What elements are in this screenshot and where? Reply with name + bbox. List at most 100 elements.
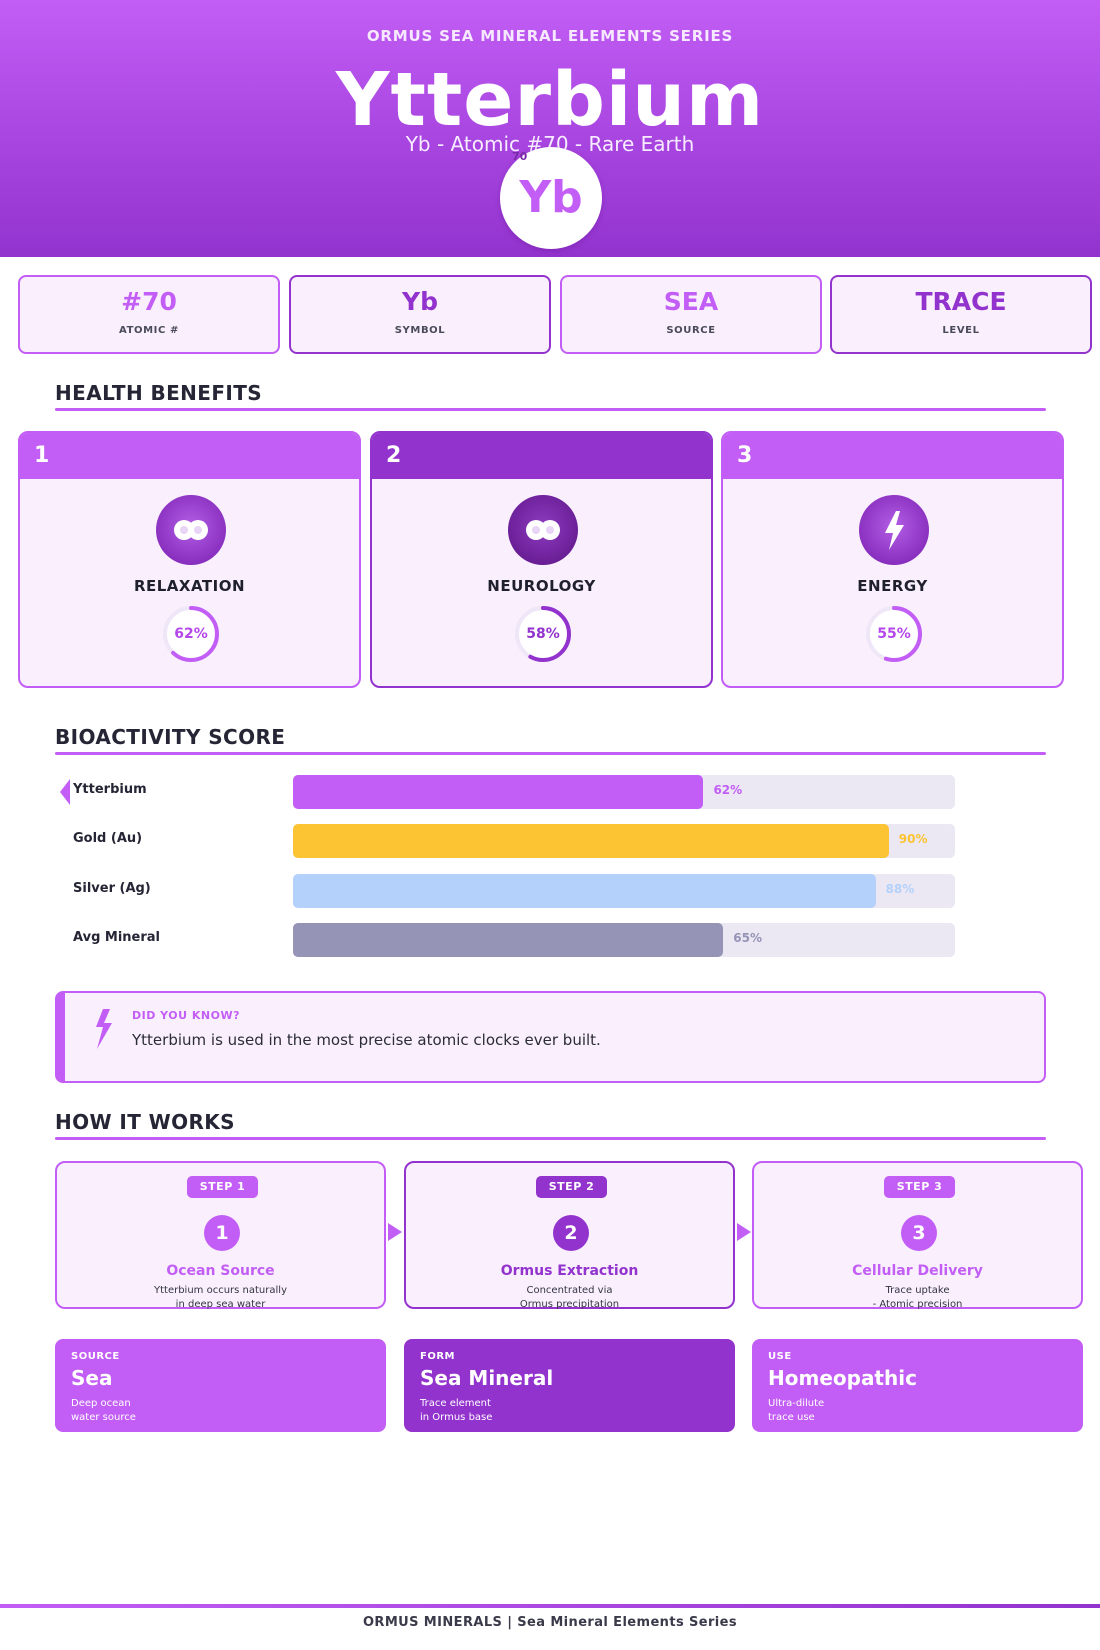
stat-card-atomic: #70 ATOMIC #	[18, 275, 280, 354]
bar-fill	[293, 923, 724, 957]
step-description-line: - Atomic precision	[872, 1299, 963, 1310]
benefit-percent: 62%	[174, 626, 208, 642]
step-description-line: Concentrated via	[526, 1285, 613, 1296]
step-card-1: STEP 1 1 Ocean Source Ytterbium occurs n…	[55, 1161, 386, 1312]
stat-value: Yb	[402, 287, 438, 316]
benefit-card-relaxation: 1 RELAXATION 62%	[18, 431, 361, 688]
symbol-badge: Yb	[500, 147, 602, 249]
tile-label: USE	[768, 1351, 792, 1362]
bar-row-silver: Silver (Ag) 88%	[55, 874, 955, 908]
health-benefits-heading: HEALTH BENEFITS	[55, 381, 263, 405]
tile-description: Deep ocean water source	[71, 1398, 136, 1423]
benefit-progress-ring: 58%	[509, 600, 577, 668]
tile-description: Ultra-dilute trace use	[768, 1398, 825, 1423]
step-number: 2	[553, 1215, 589, 1251]
bar-fill	[293, 874, 876, 908]
step-title: Ormus Extraction	[500, 1263, 639, 1279]
benefit-card-energy: 3 ENERGY 55%	[721, 431, 1064, 688]
tile-description: Trace element in Ormus base	[420, 1398, 493, 1423]
bar-row-avg-mineral: Avg Mineral 65%	[55, 923, 955, 957]
step-number: 3	[901, 1215, 937, 1251]
tile-label: FORM	[420, 1351, 455, 1362]
footer-divider	[0, 1604, 1100, 1608]
lightning-icon	[859, 495, 929, 565]
arrow-right-icon	[737, 1223, 751, 1241]
benefit-title: RELAXATION	[133, 577, 246, 595]
stat-card-symbol: Yb SYMBOL	[289, 275, 551, 354]
bar-track: 62%	[293, 775, 955, 809]
infinity-icon	[156, 495, 226, 565]
bar-value-label: 62%	[713, 783, 743, 797]
benefit-percent: 55%	[877, 626, 911, 642]
benefit-title: NEUROLOGY	[487, 577, 596, 595]
bar-fill	[293, 775, 704, 809]
step-description-line: Ytterbium occurs naturally	[154, 1285, 287, 1296]
step-pill: STEP 2	[536, 1176, 607, 1198]
bar-value-label: 65%	[733, 931, 763, 945]
info-tile-form: FORM Sea Mineral Trace element in Ormus …	[404, 1339, 735, 1432]
step-card-2: STEP 2 2 Ormus Extraction Concentrated v…	[404, 1161, 735, 1312]
info-tile-use: USE Homeopathic Ultra-dilute trace use	[752, 1339, 1083, 1432]
tile-value: Sea Mineral	[420, 1366, 554, 1390]
benefit-card-neurology: 2 NEUROLOGY 58%	[370, 431, 713, 688]
did-you-know-callout: DID YOU KNOW? Ytterbium is used in the m…	[55, 991, 1046, 1083]
current-element-pointer	[60, 779, 70, 805]
infinity-icon	[508, 495, 578, 565]
benefit-title: ENERGY	[857, 577, 928, 595]
step-description-line: Ormus precipitation	[519, 1299, 620, 1310]
stat-label: SOURCE	[666, 325, 716, 336]
step-description-line: in deep sea water	[175, 1299, 266, 1310]
tile-label: SOURCE	[71, 1351, 120, 1362]
benefit-number: 1	[20, 433, 359, 479]
step-title: Cellular Delivery	[852, 1263, 983, 1279]
header-banner: ORMUS SEA MINERAL ELEMENTS SERIES Ytterb…	[0, 0, 1100, 257]
tile-value: Sea	[71, 1366, 113, 1390]
benefit-percent: 58%	[526, 626, 560, 642]
benefit-progress-ring: 55%	[860, 600, 928, 668]
bar-row-gold: Gold (Au) 90%	[55, 824, 955, 858]
stat-label: ATOMIC #	[119, 325, 179, 336]
bar-track: 88%	[293, 874, 955, 908]
did-you-know-heading: DID YOU KNOW?	[132, 1009, 240, 1022]
step-title: Ocean Source	[166, 1263, 275, 1279]
bar-label: Ytterbium	[73, 782, 147, 797]
how-it-works-heading: HOW IT WORKS	[55, 1110, 235, 1134]
benefit-progress-ring: 62%	[157, 600, 225, 668]
bar-value-label: 88%	[885, 882, 915, 896]
step-description: Trace uptake - Atomic precision	[754, 1284, 1081, 1312]
bioactivity-heading: BIOACTIVITY SCORE	[55, 725, 286, 749]
bar-label: Silver (Ag)	[73, 881, 151, 896]
did-you-know-text: Ytterbium is used in the most precise at…	[132, 1031, 601, 1049]
stat-label: SYMBOL	[394, 325, 446, 336]
step-description: Concentrated via Ormus precipitation	[406, 1284, 733, 1312]
stat-label: LEVEL	[942, 325, 980, 336]
stat-cards: #70 ATOMIC # Yb SYMBOL SEA SOURCE TRACE …	[18, 275, 1092, 354]
benefit-number: 3	[723, 433, 1062, 479]
series-title: ORMUS SEA MINERAL ELEMENTS SERIES	[366, 27, 734, 45]
tile-value: Homeopathic	[768, 1366, 917, 1390]
bar-track: 90%	[293, 824, 955, 858]
stat-card-level: TRACE LEVEL	[830, 275, 1092, 354]
bar-fill	[293, 824, 889, 858]
bar-row-ytterbium: Ytterbium 62%	[55, 775, 955, 809]
benefit-number: 2	[372, 433, 711, 479]
bar-label: Gold (Au)	[73, 831, 143, 846]
section-divider	[55, 1137, 1046, 1140]
stat-value: SEA	[663, 287, 719, 316]
stat-card-source: SEA SOURCE	[560, 275, 822, 354]
lightning-icon	[96, 1009, 112, 1049]
step-pill: STEP 1	[187, 1176, 258, 1198]
symbol-atomic-number: 70	[512, 150, 528, 163]
element-name: Ytterbium	[335, 57, 765, 143]
step-description: Ytterbium occurs naturally in deep sea w…	[57, 1284, 384, 1312]
footer-text: ORMUS MINERALS | Sea Mineral Elements Se…	[362, 1615, 738, 1630]
arrow-right-icon	[388, 1223, 402, 1241]
bar-track: 65%	[293, 923, 955, 957]
section-divider	[55, 408, 1046, 411]
section-divider	[55, 752, 1046, 755]
info-tile-source: SOURCE Sea Deep ocean water source	[55, 1339, 386, 1432]
stat-value: #70	[121, 287, 177, 316]
stat-value: TRACE	[915, 287, 1007, 316]
step-description-line: Trace uptake	[885, 1285, 950, 1296]
step-card-3: STEP 3 3 Cellular Delivery Trace uptake …	[752, 1161, 1083, 1312]
